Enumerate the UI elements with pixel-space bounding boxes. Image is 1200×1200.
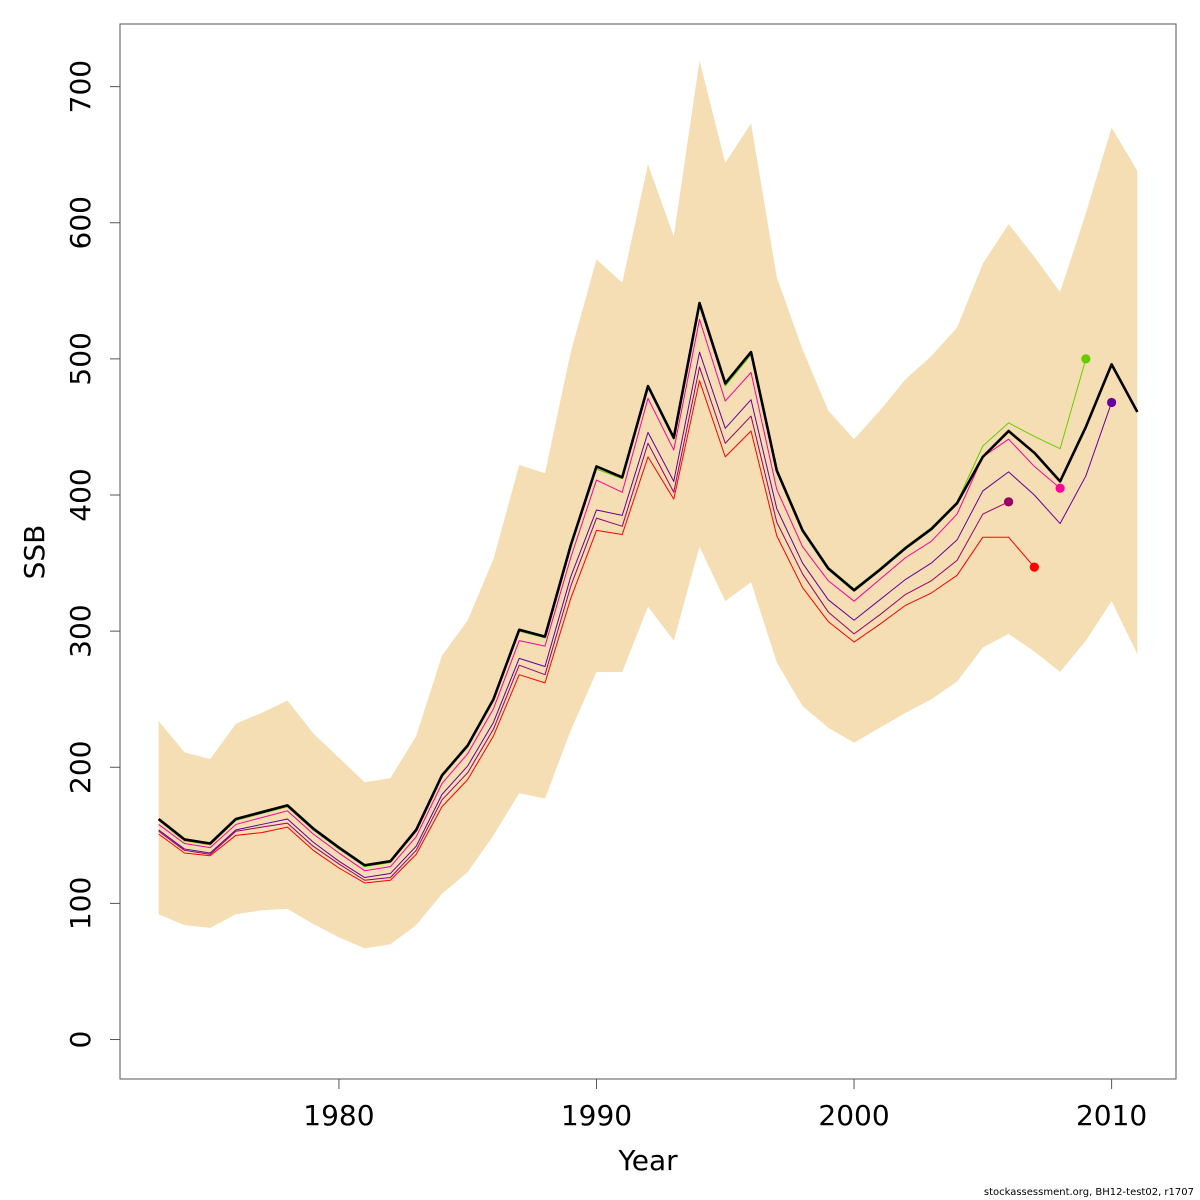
y-axis: 0 100 200 300 400 500 600 700: [64, 60, 121, 1049]
series-line: [158, 351, 1113, 879]
retro-peel-series-2: [158, 351, 1117, 879]
x-tick-label: 2010: [1076, 1099, 1147, 1132]
series-end-point: [1029, 562, 1039, 572]
series-layer: [157, 301, 1139, 884]
y-tick-label: 600: [64, 196, 97, 249]
retro-peel-series-1: [158, 318, 1065, 872]
ssb-estimate-series: [157, 301, 1139, 867]
confidence-band: [158, 60, 1138, 949]
series-end-point: [1003, 497, 1014, 507]
x-tick-label: 2000: [818, 1099, 889, 1132]
retro-peel-series-4: [158, 380, 1039, 884]
y-tick-label: 0: [64, 1031, 97, 1049]
x-axis-label: Year: [617, 1144, 678, 1177]
series-end-point: [1081, 354, 1091, 364]
x-tick-label: 1980: [303, 1099, 374, 1132]
series-line: [158, 318, 1061, 872]
series-end-point: [1107, 397, 1117, 408]
series-line: [157, 301, 1139, 867]
series-line: [158, 366, 1009, 881]
y-axis-label: SSB: [18, 525, 51, 580]
y-tick-label: 500: [64, 332, 97, 385]
y-tick-label: 700: [64, 60, 97, 113]
x-tick-label: 1990: [561, 1099, 632, 1132]
series-end-point: [1055, 483, 1065, 493]
retro-peel-series-3: [158, 366, 1014, 881]
y-tick-label: 300: [64, 604, 97, 657]
confidence-band-layer: [158, 60, 1138, 949]
y-tick-label: 100: [64, 877, 97, 930]
x-axis: 1980 1990 2000 2010: [303, 1078, 1147, 1132]
series-line: [158, 380, 1035, 884]
footer-credit: stockassessment.org, BH12-test02, r1707: [983, 1187, 1194, 1198]
y-tick-label: 400: [64, 468, 97, 521]
y-tick-label: 200: [64, 741, 97, 794]
